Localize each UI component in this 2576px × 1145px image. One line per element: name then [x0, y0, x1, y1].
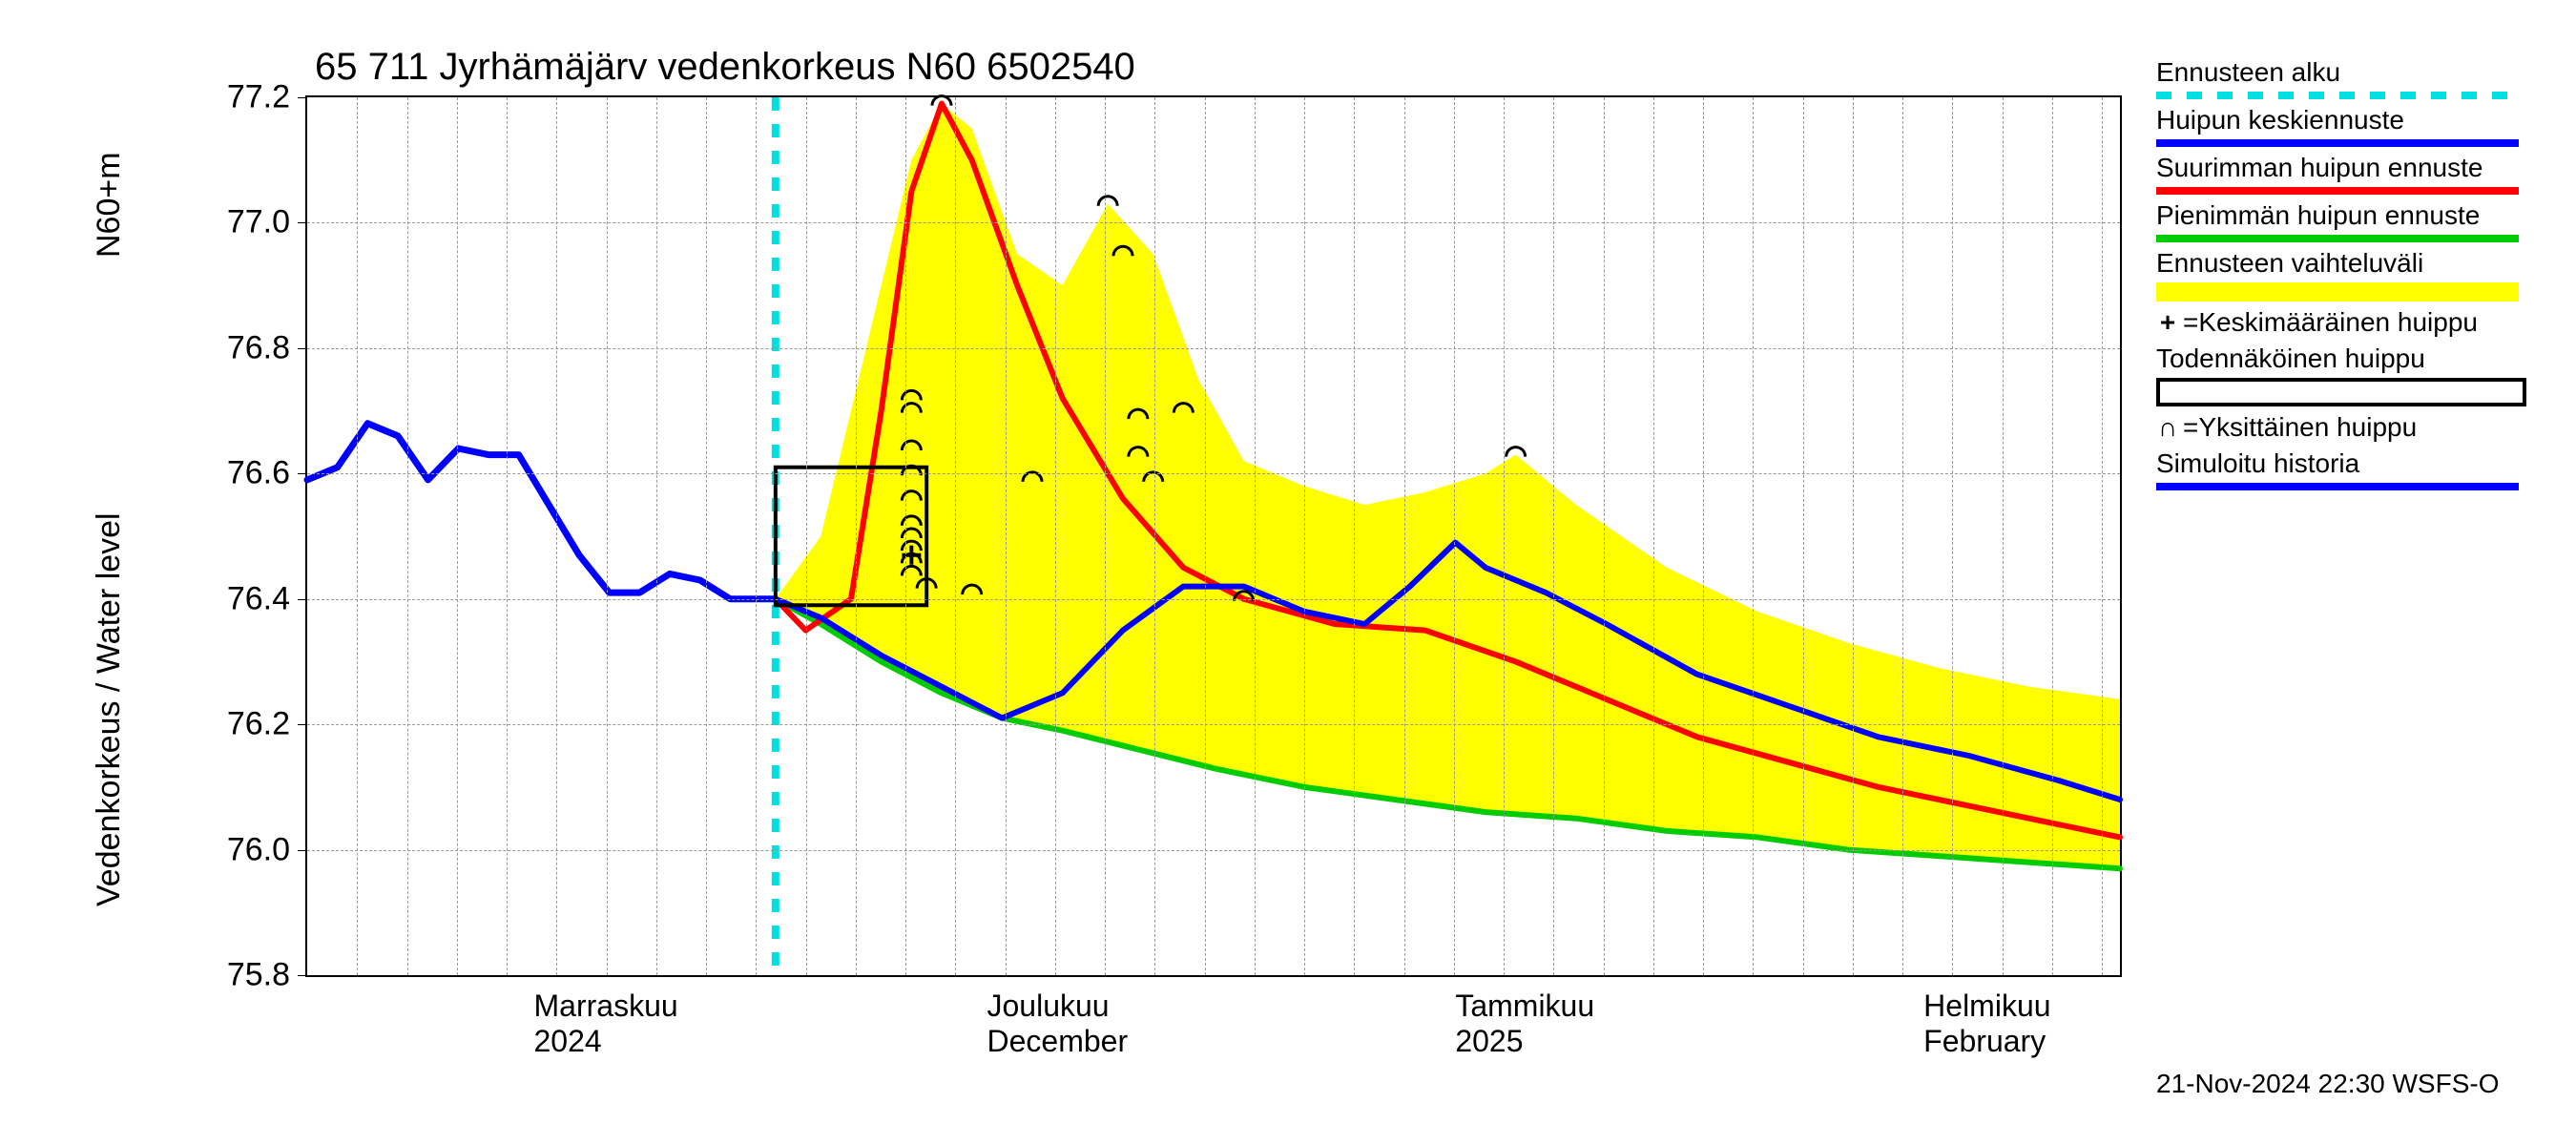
legend-item: ∩=Yksittäinen huippu: [2156, 412, 2557, 443]
y-tick-label: 76.8: [227, 329, 307, 366]
plus-icon: +: [2156, 307, 2179, 338]
legend-swatch: [2156, 187, 2519, 195]
legend: Ennusteen alku Huipun keskiennuste Suurimm…: [2156, 57, 2557, 496]
grid-line-v: [556, 97, 557, 975]
forecast-range-area: [776, 104, 2120, 869]
grid-line-v: [1703, 97, 1704, 975]
grid-line-v: [607, 97, 608, 975]
grid-line-v: [1604, 97, 1605, 975]
grid-line-v: [1454, 97, 1455, 975]
legend-item: Ennusteen vaihteluväli: [2156, 248, 2557, 302]
legend-label: Todennäköinen huippu: [2156, 344, 2557, 374]
grid-line-v: [1952, 97, 1953, 975]
grid-line-h: [307, 850, 2120, 851]
grid-line-v: [955, 97, 956, 975]
grid-line-v: [1803, 97, 1804, 975]
grid-line-v: [1753, 97, 1754, 975]
grid-line-v: [2052, 97, 2053, 975]
legend-swatch: [2156, 139, 2519, 147]
legend-label: Ennusteen alku: [2156, 57, 2557, 88]
legend-label: Huipun keskiennuste: [2156, 105, 2557, 135]
grid-line-v: [706, 97, 707, 975]
grid-line-v: [1154, 97, 1155, 975]
grid-line-h: [307, 473, 2120, 474]
grid-line-h: [307, 599, 2120, 600]
plot-area: 75.876.076.276.476.676.877.077.2Marrasku…: [305, 95, 2122, 977]
legend-label: Ennusteen vaihteluväli: [2156, 248, 2557, 279]
legend-label: ∩=Yksittäinen huippu: [2156, 412, 2557, 443]
grid-line-v: [1902, 97, 1903, 975]
grid-line-h: [307, 348, 2120, 349]
y-tick-label: 75.8: [227, 957, 307, 994]
grid-line-v: [1255, 97, 1256, 975]
legend-label: Pienimmän huipun ennuste: [2156, 200, 2557, 231]
x-tick-label: Helmikuu February: [1923, 975, 2050, 1059]
grid-line-v: [1354, 97, 1355, 975]
legend-label: Suurimman huipun ennuste: [2156, 153, 2557, 183]
grid-line-v: [1404, 97, 1405, 975]
y-tick-label: 76.2: [227, 706, 307, 743]
x-tick-label: Joulukuu December: [987, 975, 1129, 1059]
grid-line-v: [1105, 97, 1106, 975]
grid-line-v: [2003, 97, 2004, 975]
x-tick-label: Tammikuu 2025: [1455, 975, 1594, 1059]
legend-swatch: [2156, 235, 2519, 242]
grid-line-v: [2102, 97, 2103, 975]
grid-line-h: [307, 724, 2120, 725]
y-axis-label-unit: N60+m: [91, 152, 128, 258]
grid-line-v: [1304, 97, 1305, 975]
grid-line-v: [1853, 97, 1854, 975]
legend-item: Todennäköinen huippu: [2156, 344, 2557, 406]
grid-line-v: [806, 97, 807, 975]
legend-item: Suurimman huipun ennuste: [2156, 153, 2557, 195]
legend-swatch: [2156, 282, 2519, 302]
legend-item: +=Keskimääräinen huippu: [2156, 307, 2557, 338]
y-axis-label-main: Vedenkorkeus / Water level: [91, 512, 128, 906]
grid-line-v: [507, 97, 508, 975]
arc-icon: ∩: [2156, 412, 2179, 443]
grid-line-v: [357, 97, 358, 975]
grid-line-v: [457, 97, 458, 975]
grid-line-v: [1553, 97, 1554, 975]
y-tick-label: 76.4: [227, 580, 307, 617]
grid-line-v: [1205, 97, 1206, 975]
y-tick-label: 76.6: [227, 455, 307, 492]
grid-line-v: [856, 97, 857, 975]
grid-line-v: [407, 97, 408, 975]
grid-line-v: [1504, 97, 1505, 975]
grid-line-h: [307, 222, 2120, 223]
grid-line-v: [905, 97, 906, 975]
chart-title: 65 711 Jyrhämäjärv vedenkorkeus N60 6502…: [315, 46, 1135, 89]
y-tick-label: 76.0: [227, 831, 307, 868]
legend-swatch-box: [2156, 378, 2526, 406]
legend-label: +=Keskimääräinen huippu: [2156, 307, 2557, 338]
chart-svg: [307, 97, 2120, 975]
x-tick-label: Marraskuu 2024: [534, 975, 678, 1059]
legend-item: Ennusteen alku: [2156, 57, 2557, 99]
grid-line-v: [1055, 97, 1056, 975]
grid-line-v: [756, 97, 757, 975]
legend-item: Huipun keskiennuste: [2156, 105, 2557, 147]
legend-item: Simuloitu historia: [2156, 448, 2557, 490]
legend-swatch: [2156, 483, 2519, 490]
y-tick-label: 77.2: [227, 79, 307, 116]
legend-swatch: [2156, 92, 2519, 99]
grid-line-v: [1006, 97, 1007, 975]
y-tick-label: 77.0: [227, 204, 307, 241]
legend-label: Simuloitu historia: [2156, 448, 2557, 479]
footer-timestamp: 21-Nov-2024 22:30 WSFS-O: [2156, 1069, 2500, 1099]
grid-line-v: [656, 97, 657, 975]
grid-line-v: [1653, 97, 1654, 975]
legend-item: Pienimmän huipun ennuste: [2156, 200, 2557, 242]
